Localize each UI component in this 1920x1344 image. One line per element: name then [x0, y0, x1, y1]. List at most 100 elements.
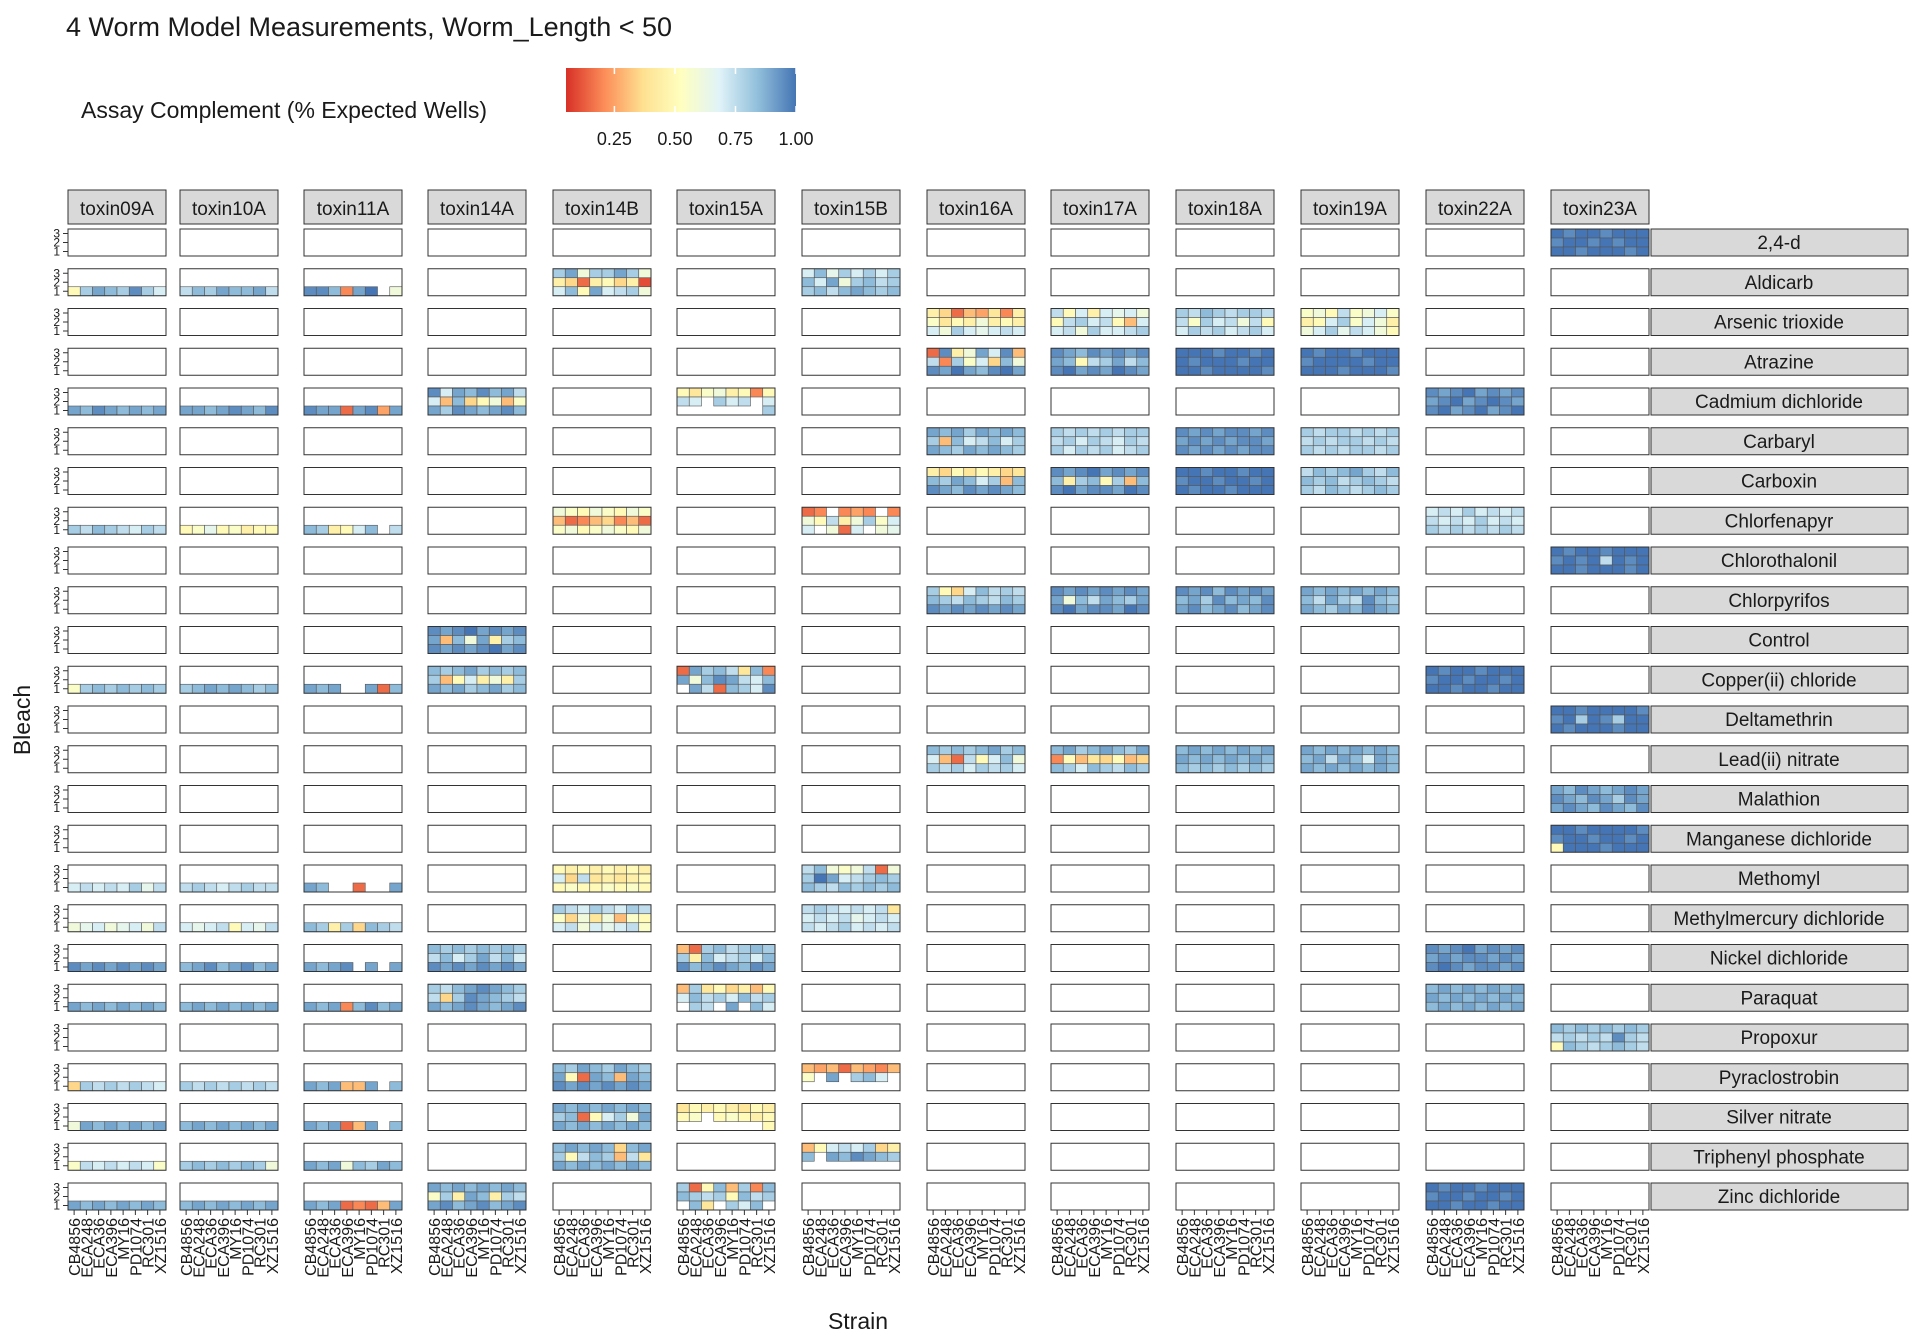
panel-background — [553, 586, 651, 614]
heatmap-cell — [1261, 326, 1275, 336]
y-tick-label: 3 — [53, 545, 60, 559]
heatmap-cell — [1587, 246, 1601, 257]
heatmap-cell — [801, 524, 815, 535]
heatmap-cell — [452, 992, 466, 1003]
panel-background — [1051, 1143, 1149, 1171]
panel-border — [1550, 1023, 1650, 1052]
panel-border — [1300, 904, 1400, 933]
heatmap-cell — [875, 1142, 889, 1153]
heatmap-cell — [552, 1063, 566, 1074]
heatmap-cell — [488, 1001, 502, 1012]
heatmap-cell — [439, 1182, 453, 1193]
heatmap-cell — [975, 347, 989, 358]
panel-border — [1300, 347, 1400, 376]
heatmap-cell — [626, 268, 640, 279]
panel-background — [428, 825, 526, 853]
heatmap-cell — [1000, 467, 1014, 477]
heatmap-cell — [389, 524, 403, 535]
heatmap-cell — [737, 665, 751, 676]
heatmap-cell — [1425, 396, 1439, 407]
panel-border — [427, 427, 527, 456]
heatmap-cell — [1099, 436, 1113, 447]
heatmap-cell — [1224, 745, 1238, 756]
heatmap-cell — [240, 1001, 254, 1012]
panel-border — [676, 546, 776, 575]
panel-border — [303, 944, 403, 972]
legend-tick-label: 1.00 — [778, 129, 813, 149]
panel-border — [179, 824, 279, 853]
heatmap-cell — [141, 1160, 155, 1171]
x-tick-label: ECA248 — [315, 1218, 332, 1278]
heatmap-cell — [1075, 604, 1089, 615]
panel-background — [180, 706, 278, 733]
column-strip-label: toxin16A — [939, 199, 1013, 220]
heatmap-cell — [801, 864, 815, 875]
heatmap-cell — [389, 286, 403, 297]
heatmap-cell — [179, 1160, 193, 1171]
heatmap-cell — [328, 1081, 342, 1092]
panel-border — [179, 864, 279, 893]
heatmap-cell — [601, 1160, 615, 1171]
heatmap-cell — [1325, 445, 1339, 456]
heatmap-cell — [253, 1200, 267, 1211]
heatmap-cell — [552, 904, 566, 915]
heatmap-cell — [626, 873, 640, 884]
panel-border — [926, 387, 1026, 416]
heatmap-cell — [1200, 485, 1214, 495]
heatmap-cell — [1550, 1041, 1564, 1052]
heatmap-cell — [67, 882, 81, 893]
panel-border — [676, 864, 776, 893]
heatmap-cell — [1386, 586, 1400, 597]
heatmap-cell — [750, 944, 764, 954]
panel-background — [428, 745, 526, 773]
x-tick-label: CB4856 — [926, 1218, 943, 1276]
heatmap-cell — [328, 286, 342, 297]
heatmap-cell — [1636, 564, 1650, 575]
heatmap-cell — [1386, 467, 1400, 477]
panel-background — [1176, 1143, 1274, 1171]
heatmap-cell — [1062, 467, 1076, 477]
heatmap-cell — [875, 286, 889, 297]
panel-border — [1050, 546, 1150, 575]
heatmap-cell — [762, 1182, 776, 1193]
heatmap-cell — [476, 944, 490, 954]
heatmap-cell — [887, 904, 901, 915]
panel-border — [801, 347, 901, 376]
x-tick-label: XZ1516 — [513, 1218, 530, 1274]
heatmap-cell — [452, 626, 466, 636]
heatmap-cell — [1361, 365, 1375, 376]
heatmap-cell — [987, 326, 1001, 336]
heatmap-cell — [1599, 1041, 1613, 1052]
heatmap-cell — [1224, 436, 1238, 447]
heatmap-cell — [1337, 485, 1351, 495]
heatmap-cell — [476, 962, 490, 972]
panel-border — [926, 745, 1026, 774]
row-strip — [1650, 1023, 1909, 1052]
panel-background — [1426, 348, 1524, 376]
legend-tick-label: 0.75 — [718, 129, 753, 149]
heatmap-cell — [938, 595, 952, 606]
x-tick-label: ECA396 — [963, 1218, 980, 1278]
x-tick-label: XZ1516 — [389, 1218, 406, 1274]
row-strip-label: Carbaryl — [1743, 432, 1815, 453]
heatmap-cell — [1562, 833, 1576, 844]
heatmap-cell — [1386, 308, 1400, 318]
heatmap-cell — [1462, 524, 1476, 535]
heatmap-cell — [513, 944, 527, 954]
heatmap-cell — [1450, 1191, 1464, 1202]
heatmap-cell — [762, 396, 776, 407]
heatmap-cell — [328, 1121, 342, 1131]
panel-background — [1551, 507, 1649, 535]
heatmap-cell — [92, 524, 106, 535]
heatmap-cell — [1300, 326, 1314, 336]
heatmap-cell — [1450, 405, 1464, 416]
panel-border — [1175, 1142, 1275, 1171]
heatmap-cell — [240, 1200, 254, 1211]
panel-background — [428, 1063, 526, 1091]
heatmap-cell — [1624, 246, 1638, 257]
heatmap-cell — [92, 1200, 106, 1211]
heatmap-cell — [1349, 476, 1363, 486]
heatmap-cell — [1437, 405, 1451, 416]
panel-border — [179, 586, 279, 615]
row-strip-label: Methylmercury dichloride — [1673, 909, 1884, 930]
